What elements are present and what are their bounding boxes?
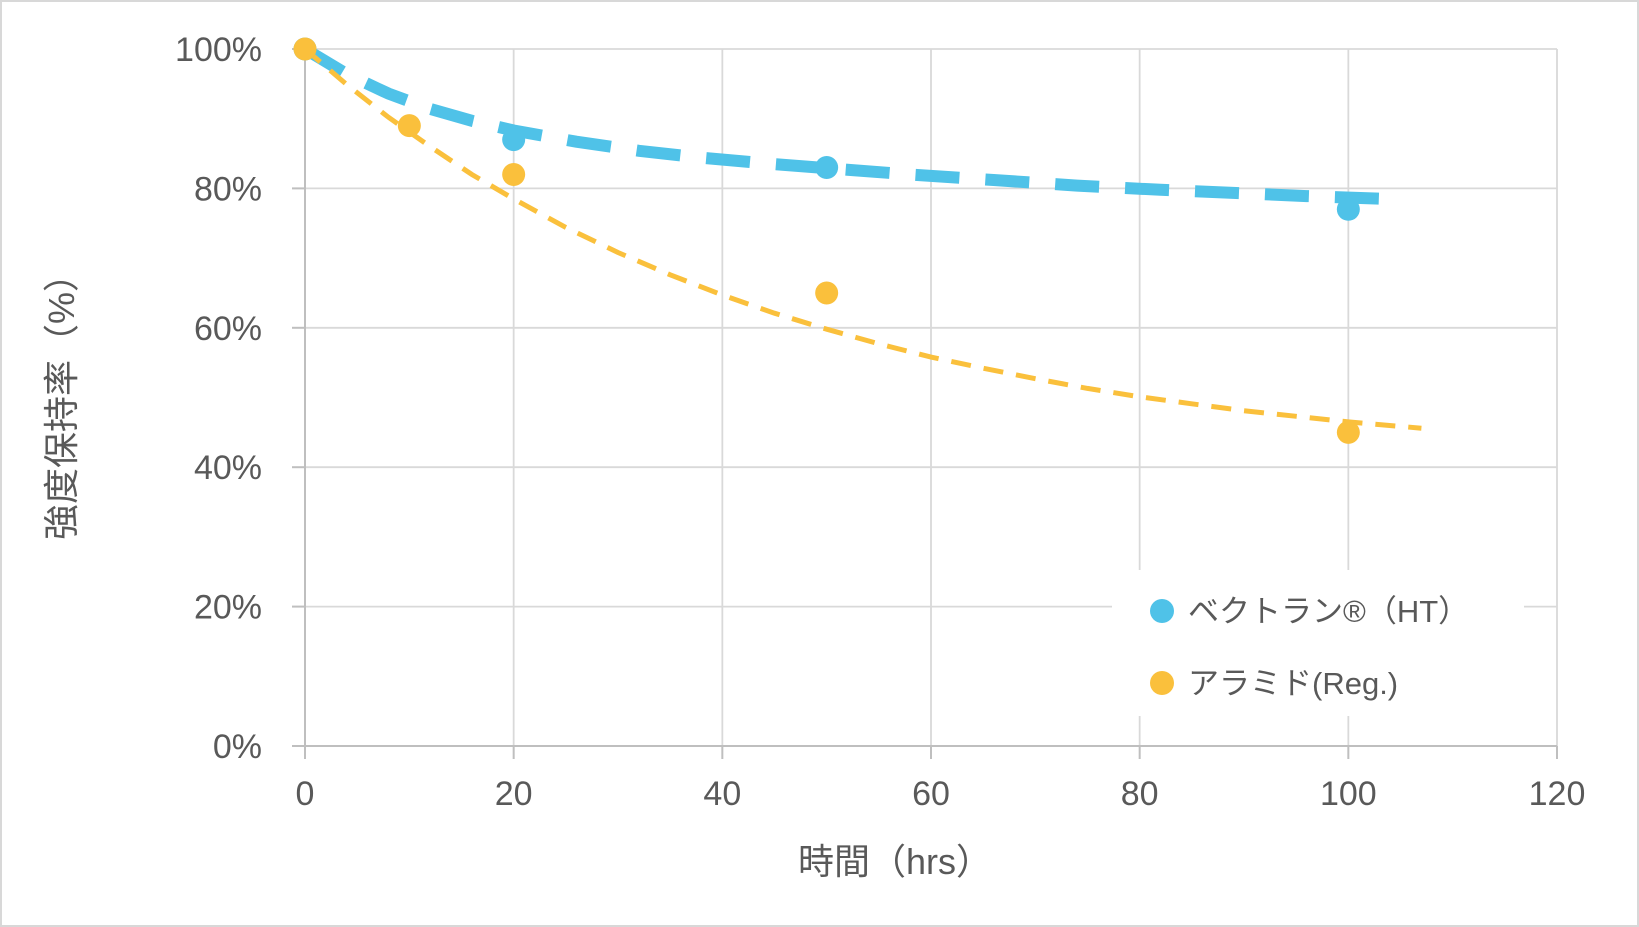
trendline-series-0 [301, 43, 1386, 205]
legend: ベクトラン®（HT） アラミド(Reg.) [1112, 570, 1524, 716]
y-tick-label: 100% [175, 31, 262, 69]
gridlines [305, 48, 1558, 746]
legend-background [1112, 570, 1524, 716]
y-tick-label: 20% [194, 589, 262, 627]
x-axis-title: 時間（hrs） [798, 841, 992, 882]
legend-swatch-series-1 [1150, 671, 1174, 695]
y-tick-label: 0% [213, 728, 262, 766]
x-tick-label: 120 [1529, 775, 1586, 813]
data-point [815, 281, 839, 305]
y-tick-label: 60% [194, 310, 262, 348]
x-tick-label: 60 [912, 775, 950, 813]
x-tick-label: 80 [1121, 775, 1159, 813]
x-tick-label: 20 [495, 775, 533, 813]
y-tick-label: 40% [194, 449, 262, 487]
data-point [293, 37, 317, 61]
y-axis-title: 強度保持率（%） [41, 256, 82, 540]
data-point [1336, 197, 1360, 221]
markers-series-1 [293, 37, 1360, 444]
data-point [1336, 420, 1360, 444]
legend-label-series-1: アラミド(Reg.) [1188, 666, 1398, 701]
y-tick-label: 80% [194, 170, 262, 208]
trendline-series-1 [303, 47, 1422, 431]
data-point [502, 128, 526, 152]
axes [292, 48, 1558, 759]
x-tick-label: 40 [703, 775, 741, 813]
legend-label-series-0: ベクトラン®（HT） [1188, 594, 1469, 629]
data-point [397, 114, 421, 138]
legend-swatch-series-0 [1150, 599, 1174, 623]
x-tick-label: 0 [296, 775, 315, 813]
data-point [502, 162, 526, 186]
tick-labels: 0 20 40 60 80 100 120 0% 20% 40% 60% 80% 100% [175, 31, 1585, 813]
data-point [815, 155, 839, 179]
x-tick-label: 100 [1320, 775, 1377, 813]
